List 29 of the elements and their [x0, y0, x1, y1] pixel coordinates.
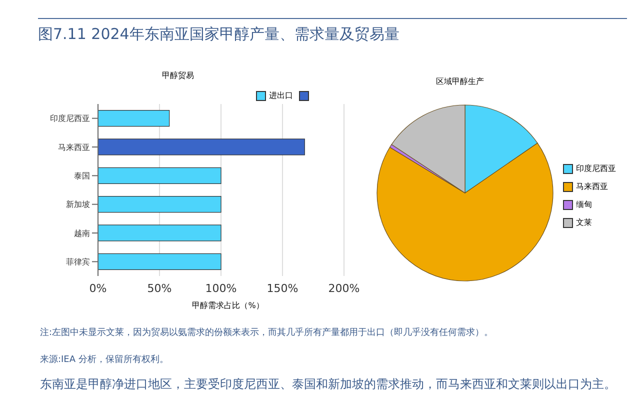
bar	[98, 224, 222, 242]
chart-subtitle: 甲醇贸易	[161, 70, 195, 81]
legend-label: 印度尼西亚	[575, 163, 616, 174]
source-note: 来源:IEA 分析，保留所有权利。	[40, 354, 168, 366]
y-tick-label: 菲律宾	[66, 258, 90, 267]
y-tick-label: 印度尼西亚	[50, 114, 90, 124]
text: 注:左图中未显示文莱，因为贸易以氨需求的份额来表示，而其几乎所有产量都用于出口（即几乎没有任何需求）。	[40, 326, 494, 339]
y-tick-label: 马来西亚	[58, 142, 90, 152]
y-tick-label: 泰国	[74, 172, 90, 181]
x-tick-label: 150%	[266, 282, 298, 295]
x-tick-label: 50%	[147, 282, 172, 295]
chart-title: 区域甲醇生产	[435, 76, 485, 87]
x-tick-label: 100%	[205, 282, 237, 295]
legend-label: 缅甸	[575, 199, 593, 210]
bar	[98, 253, 222, 270]
bar	[98, 138, 305, 156]
bar	[98, 167, 222, 184]
chart-title: 图7.11 2024年东南亚国家甲醇产量、需求量及贸易量	[38, 18, 627, 44]
x-tick-label: 0%	[89, 282, 107, 295]
x-tick-label: 200%	[328, 282, 360, 295]
legend-label: 文莱	[575, 217, 593, 228]
legend-label: 马来西亚	[575, 181, 609, 192]
bar	[98, 110, 170, 127]
y-tick-label: 越南	[74, 228, 90, 238]
y-tick-label: 新加坡	[66, 200, 90, 210]
x-axis-title: 甲醇需求占比（%）	[191, 300, 265, 311]
text: 东南亚是甲醇净进口地区，主要受印度尼西亚、泰国和新加坡的需求推动，而马来西亚和文莱则以出口为主。	[40, 376, 616, 393]
bar	[98, 196, 222, 213]
legend-label: 进出口	[268, 90, 293, 101]
